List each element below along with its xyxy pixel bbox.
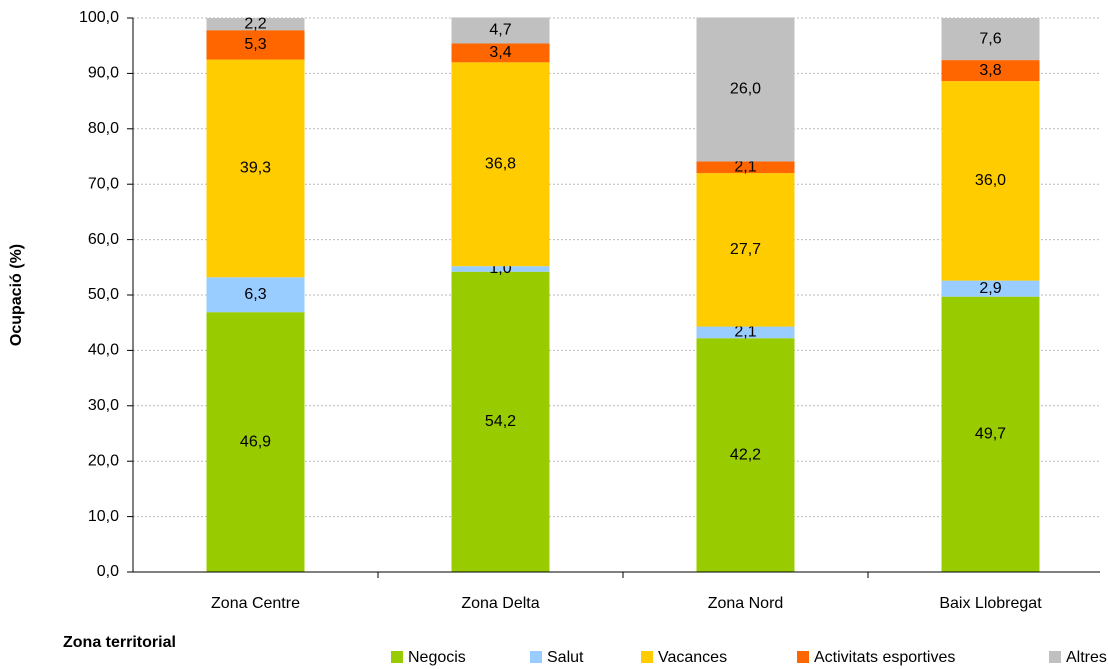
data-label: 4,7	[489, 22, 511, 39]
y-tick-label: 80,0	[88, 120, 119, 137]
data-label: 36,8	[485, 155, 516, 172]
y-tick-label: 40,0	[88, 342, 119, 359]
bar-segment	[696, 338, 795, 572]
y-axis-label: Ocupació (%)	[8, 244, 25, 346]
legend-label: Negocis	[408, 649, 466, 666]
bar-segment	[451, 17, 550, 44]
x-axis-label: Zona territorial	[63, 634, 176, 651]
y-tick-label: 0,0	[97, 563, 119, 580]
y-tick-label: 60,0	[88, 231, 119, 248]
x-tick-label: Zona Centre	[211, 595, 300, 612]
data-label: 36,0	[975, 172, 1006, 189]
y-tick-label: 20,0	[88, 452, 119, 469]
data-label: 27,7	[730, 241, 761, 258]
data-label: 39,3	[240, 160, 271, 177]
bar-segment	[206, 59, 305, 278]
legend-swatch	[391, 651, 403, 663]
bar-segment	[451, 271, 550, 572]
legend-swatch	[797, 651, 809, 663]
bar-segment	[451, 43, 550, 63]
data-label: 42,2	[730, 446, 761, 463]
bar-segment	[206, 277, 305, 313]
legend-label: Salut	[547, 649, 584, 666]
bar-segment	[941, 60, 1040, 82]
bar-segment	[206, 18, 305, 31]
y-tick-label: 30,0	[88, 397, 119, 414]
bar-segment	[451, 266, 550, 272]
bar-segment	[451, 62, 550, 267]
data-label: 3,8	[979, 62, 1001, 79]
bar-segment	[941, 81, 1040, 281]
data-label: 54,2	[485, 413, 516, 430]
legend-label: Activitats esportives	[814, 649, 955, 666]
legend-swatch	[641, 651, 653, 663]
data-label: 5,3	[244, 36, 266, 53]
data-label: 2,1	[734, 324, 756, 341]
bar-segment	[206, 30, 305, 60]
legend-swatch	[1049, 651, 1061, 663]
data-label: 2,2	[244, 15, 266, 32]
bar-segment	[941, 18, 1040, 61]
legend-swatch	[530, 651, 542, 663]
y-tick-label: 100,0	[79, 9, 119, 26]
data-label: 2,1	[734, 159, 756, 176]
bar-segment	[941, 296, 1040, 572]
x-tick-label: Baix Llobregat	[939, 595, 1042, 612]
bar-segment	[941, 280, 1040, 297]
data-label: 2,9	[979, 280, 1001, 297]
y-tick-label: 70,0	[88, 175, 119, 192]
bar-segment	[206, 312, 305, 572]
y-tick-label: 50,0	[88, 286, 119, 303]
y-tick-label: 90,0	[88, 65, 119, 82]
bar-segment	[696, 173, 795, 327]
legend-label: Altres	[1066, 649, 1107, 666]
data-label: 49,7	[975, 426, 1006, 443]
bar-segment	[696, 161, 795, 174]
data-label: 6,3	[244, 286, 266, 303]
data-label: 26,0	[730, 81, 761, 98]
bar-segment	[696, 326, 795, 339]
x-tick-label: Zona Nord	[708, 595, 784, 612]
data-label: 46,9	[240, 433, 271, 450]
bar-segment	[696, 17, 795, 162]
y-tick-label: 10,0	[88, 508, 119, 525]
x-tick-label: Zona Delta	[461, 595, 539, 612]
data-label: 3,4	[489, 44, 511, 61]
data-label: 7,6	[979, 30, 1001, 47]
legend-label: Vacances	[658, 649, 727, 666]
